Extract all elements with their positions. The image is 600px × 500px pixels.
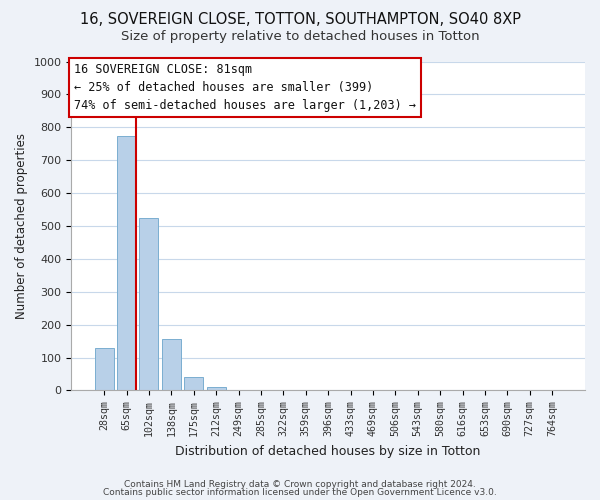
Text: 16, SOVEREIGN CLOSE, TOTTON, SOUTHAMPTON, SO40 8XP: 16, SOVEREIGN CLOSE, TOTTON, SOUTHAMPTON… [79, 12, 521, 28]
Bar [117, 136, 136, 390]
Text: Contains HM Land Registry data © Crown copyright and database right 2024.: Contains HM Land Registry data © Crown c… [124, 480, 476, 489]
Bar [95, 348, 113, 391]
X-axis label: Distribution of detached houses by size in Totton: Distribution of detached houses by size … [175, 444, 481, 458]
Text: Contains public sector information licensed under the Open Government Licence v3: Contains public sector information licen… [103, 488, 497, 497]
Bar [162, 340, 181, 390]
Bar [206, 387, 226, 390]
Bar [139, 218, 158, 390]
Text: 16 SOVEREIGN CLOSE: 81sqm
← 25% of detached houses are smaller (399)
74% of semi: 16 SOVEREIGN CLOSE: 81sqm ← 25% of detac… [74, 63, 416, 112]
Y-axis label: Number of detached properties: Number of detached properties [15, 133, 28, 319]
Bar [184, 378, 203, 390]
Text: Size of property relative to detached houses in Totton: Size of property relative to detached ho… [121, 30, 479, 43]
